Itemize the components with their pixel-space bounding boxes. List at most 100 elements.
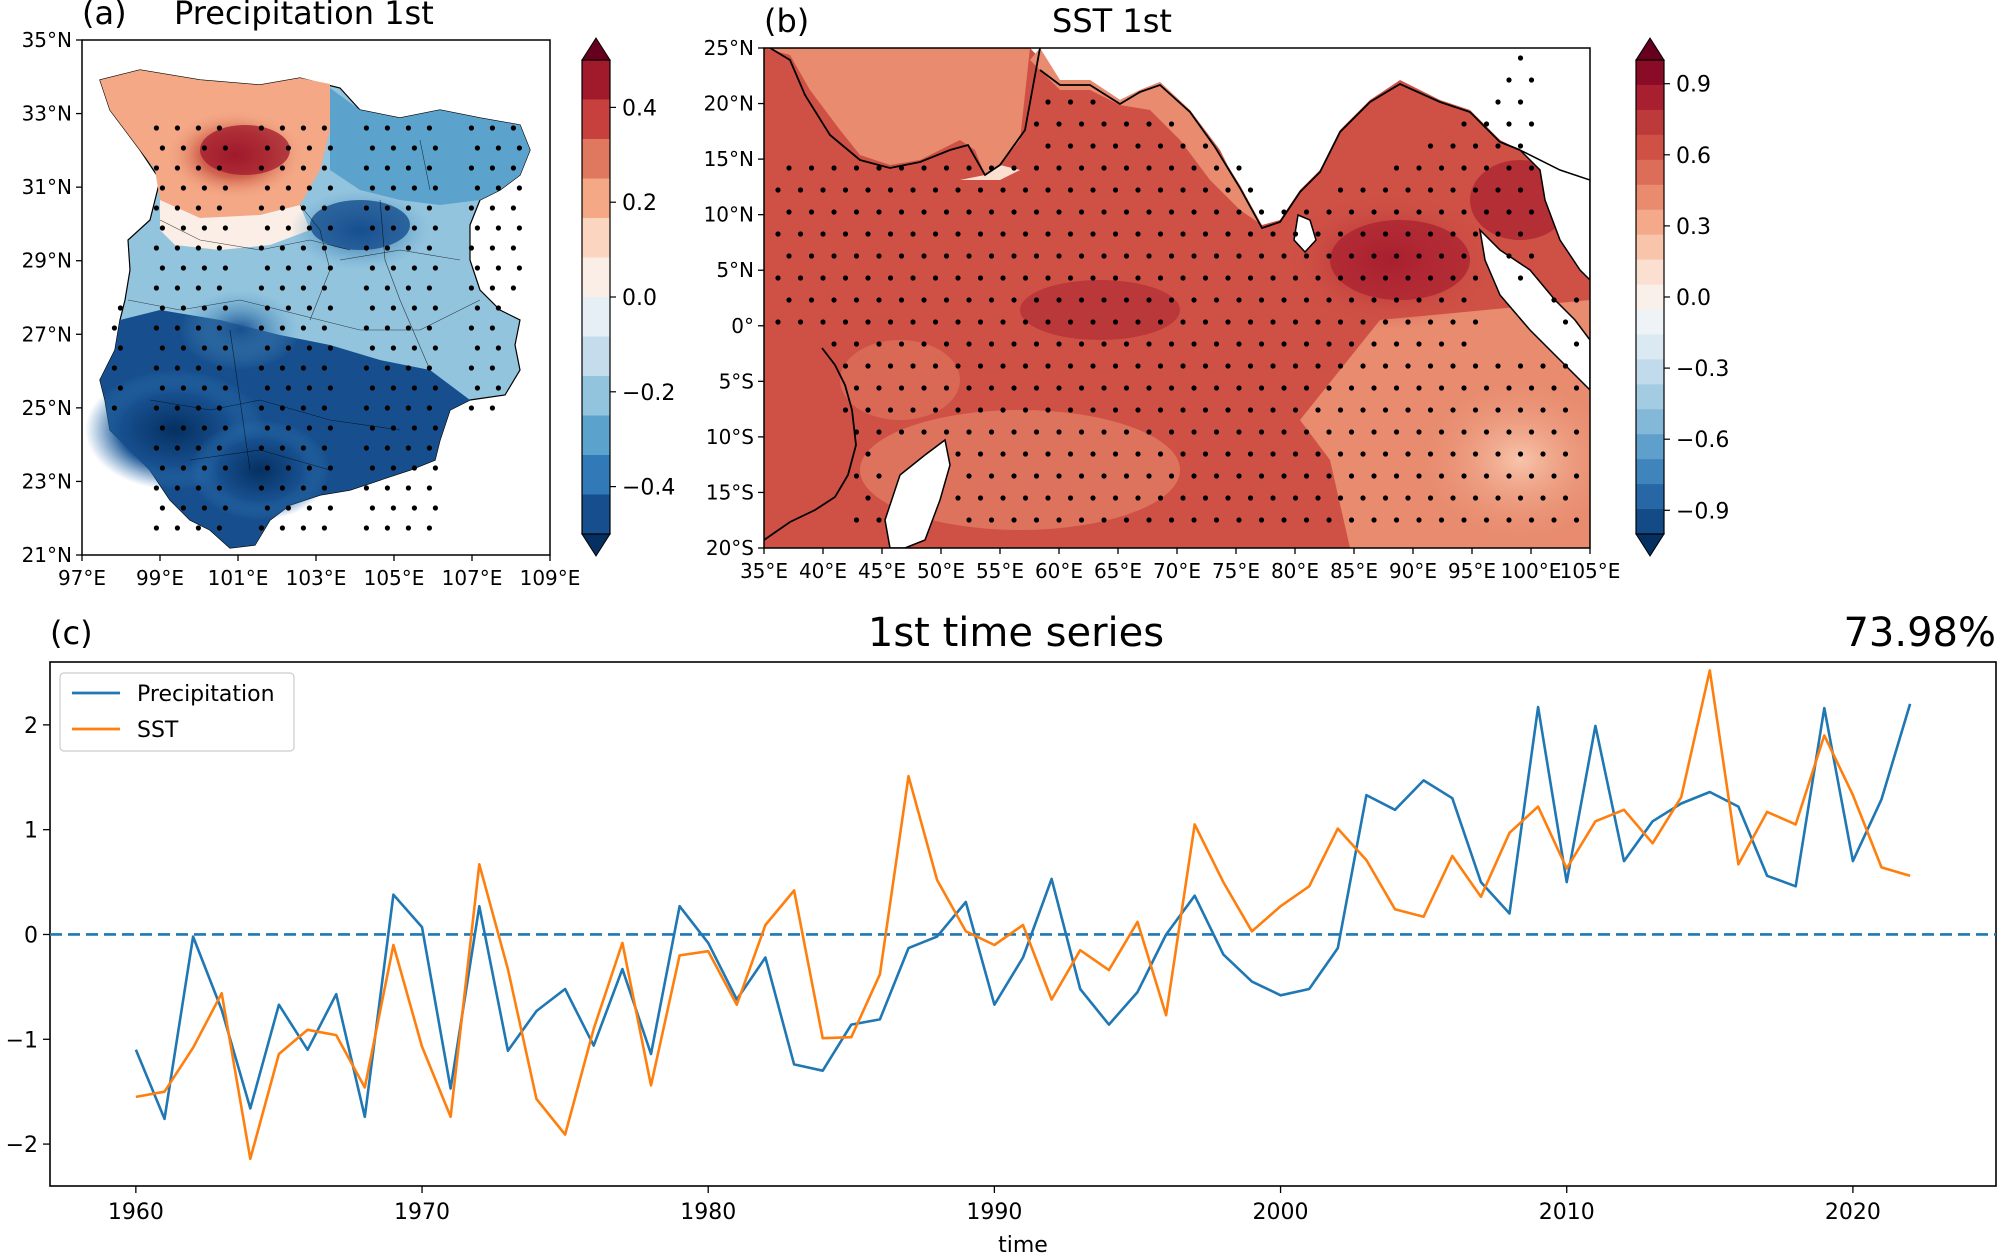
significance-dot	[932, 319, 939, 325]
significance-dot	[153, 165, 159, 171]
significance-dot	[797, 275, 804, 281]
significance-dot	[1146, 121, 1152, 127]
panel-b-label: (b)	[764, 2, 809, 40]
significance-dot	[1393, 517, 1400, 523]
significance-dot	[1472, 451, 1479, 457]
significance-dot	[510, 245, 516, 251]
significance-dot	[831, 253, 837, 259]
significance-dot	[1011, 165, 1017, 171]
significance-dot	[1416, 209, 1422, 215]
significance-dot	[1123, 121, 1130, 127]
significance-dot	[1517, 407, 1524, 413]
significance-dot	[1157, 187, 1164, 193]
significance-dot	[1056, 341, 1062, 347]
significance-dot	[306, 425, 312, 431]
significance-dot	[363, 245, 369, 251]
significance-dot	[153, 125, 159, 131]
significance-dot	[1236, 209, 1242, 215]
significance-dot	[966, 165, 972, 171]
significance-dot	[1078, 209, 1085, 215]
significance-dot	[1517, 275, 1524, 281]
significance-dot	[153, 485, 159, 491]
significance-dot	[1011, 385, 1017, 391]
significance-dot	[842, 319, 849, 325]
significance-dot	[1011, 209, 1017, 215]
significance-dot	[1213, 209, 1220, 215]
significance-dot	[921, 165, 927, 171]
significance-dot	[943, 209, 950, 215]
variance-percent: 73.98%	[1843, 610, 1996, 656]
colorbar-segment	[1636, 409, 1664, 435]
significance-dot	[1292, 231, 1299, 237]
significance-dot	[1393, 341, 1400, 347]
significance-dot	[1450, 363, 1456, 369]
significance-dot	[1157, 319, 1164, 325]
significance-dot	[1551, 385, 1557, 391]
significance-dot	[1573, 297, 1580, 303]
significance-dot	[1540, 451, 1546, 457]
significance-dot	[1495, 495, 1501, 501]
significance-dot	[174, 245, 180, 251]
significance-dot	[489, 245, 495, 251]
significance-dot	[1281, 297, 1287, 303]
significance-dot	[426, 245, 432, 251]
significance-dot	[842, 187, 849, 193]
significance-dot	[468, 405, 474, 411]
significance-dot	[1258, 385, 1265, 391]
significance-dot	[1326, 517, 1332, 523]
significance-dot	[363, 445, 369, 451]
significance-dot	[405, 445, 411, 451]
significance-dot	[865, 319, 871, 325]
significance-dot	[363, 405, 369, 411]
significance-dot	[1337, 495, 1344, 501]
significance-dot	[1416, 429, 1422, 435]
significance-dot	[1146, 429, 1152, 435]
significance-dot	[321, 125, 327, 131]
significance-dot	[369, 265, 375, 271]
significance-dot	[808, 297, 815, 303]
y-tick-label: 1	[24, 819, 38, 844]
significance-dot	[1573, 385, 1580, 391]
significance-dot	[1067, 187, 1074, 193]
significance-dot	[842, 275, 849, 281]
significance-dot	[1438, 429, 1445, 435]
significance-dot	[887, 363, 894, 369]
significance-dot	[384, 445, 390, 451]
significance-dot	[1405, 363, 1411, 369]
significance-dot	[516, 185, 523, 191]
significance-dot	[1292, 495, 1299, 501]
significance-dot	[1146, 385, 1152, 391]
significance-dot	[321, 205, 327, 211]
significance-dot	[1540, 363, 1546, 369]
significance-dot	[1483, 165, 1490, 171]
significance-dot	[1022, 275, 1029, 281]
colorbar-segment	[1636, 284, 1664, 310]
significance-dot	[1090, 407, 1096, 413]
panel-a-lat-label: 31°N	[22, 175, 72, 199]
significance-dot	[426, 165, 432, 171]
significance-dot	[1506, 385, 1512, 391]
panel-b-lon-label: 80°E	[1271, 559, 1319, 583]
significance-dot	[1000, 319, 1006, 325]
significance-dot	[222, 185, 228, 191]
significance-dot	[1168, 385, 1175, 391]
significance-dot	[468, 285, 474, 291]
significance-dot	[216, 165, 222, 171]
significance-dot	[279, 325, 285, 331]
significance-dot	[174, 445, 180, 451]
significance-dot	[1326, 209, 1332, 215]
significance-dot	[1315, 451, 1321, 457]
significance-dot	[1247, 495, 1254, 501]
significance-dot	[201, 185, 207, 191]
significance-dot	[474, 385, 480, 391]
significance-dot	[1213, 253, 1220, 259]
significance-dot	[921, 385, 927, 391]
panel-b-lat-label: 20°N	[704, 92, 754, 116]
significance-dot	[264, 225, 270, 231]
significance-dot	[876, 341, 882, 347]
significance-dot	[216, 405, 222, 411]
significance-dot	[1067, 363, 1074, 369]
significance-dot	[300, 125, 306, 131]
significance-dot	[1101, 517, 1107, 523]
significance-dot	[1033, 341, 1040, 347]
